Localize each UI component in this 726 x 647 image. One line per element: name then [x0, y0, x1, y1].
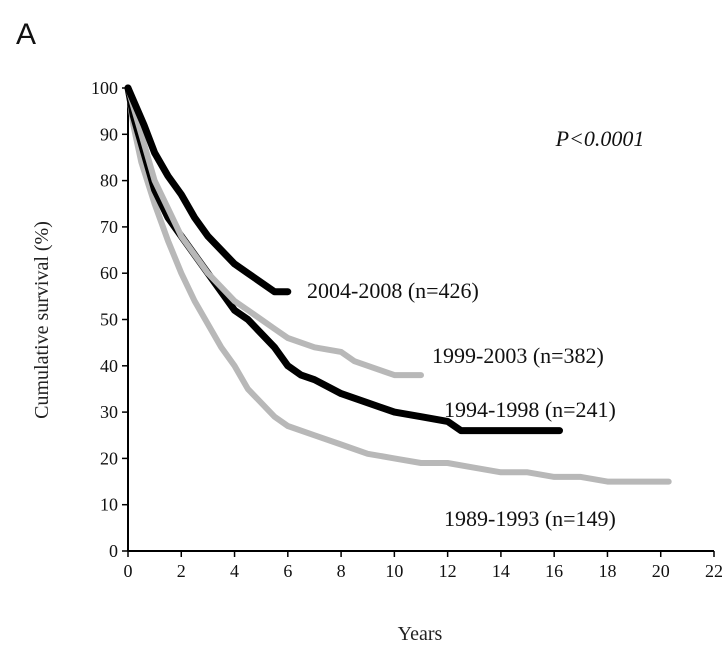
y-tick-label: 90 [100, 124, 118, 144]
x-tick-label: 12 [439, 561, 457, 581]
x-tick-label: 22 [705, 561, 723, 581]
series-layer [124, 84, 672, 485]
x-tick-label: 18 [598, 561, 616, 581]
x-tick-label: 16 [545, 561, 563, 581]
y-tick-label: 50 [100, 310, 118, 330]
survival-curve [124, 84, 292, 296]
y-tick-label: 40 [100, 356, 118, 376]
x-tick-label: 2 [177, 561, 186, 581]
series-label-1994-1998: 1994-1998 (n=241) [444, 397, 616, 422]
x-tick-label: 0 [124, 561, 133, 581]
series-labels: 2004-2008 (n=426) 1999-2003 (n=382) 1994… [307, 278, 616, 531]
survival-curve [124, 84, 563, 435]
y-tick-label: 70 [100, 217, 118, 237]
series-label-2004-2008: 2004-2008 (n=426) [307, 278, 479, 303]
survival-curve [125, 85, 672, 485]
ticks-group: 0 2 4 6 8 10 12 14 16 18 20 22 0 10 20 30 40 50 60 70 80 90 10… [91, 78, 723, 581]
y-axis-label: Cumulative survival (%) [31, 221, 53, 419]
y-tick-label: 0 [109, 541, 118, 561]
y-tick-label: 20 [100, 448, 118, 468]
x-axis-label: Years [398, 623, 443, 645]
survival-curve [125, 85, 424, 379]
x-tick-label: 14 [492, 561, 510, 581]
panel-label: A [16, 18, 36, 51]
y-tick-label: 60 [100, 263, 118, 283]
x-tick-label: 6 [283, 561, 292, 581]
y-tick-label: 10 [100, 495, 118, 515]
x-tick-label: 8 [337, 561, 346, 581]
y-tick-label: 30 [100, 402, 118, 422]
series-label-1989-1993: 1989-1993 (n=149) [444, 506, 616, 531]
x-tick-label: 20 [652, 561, 670, 581]
x-tick-label: 4 [230, 561, 239, 581]
x-tick-label: 10 [385, 561, 403, 581]
y-tick-label: 80 [100, 171, 118, 191]
y-tick-label: 100 [91, 78, 118, 98]
series-label-1999-2003: 1999-2003 (n=382) [432, 343, 604, 368]
p-value-annotation: P<0.0001 [555, 126, 645, 151]
